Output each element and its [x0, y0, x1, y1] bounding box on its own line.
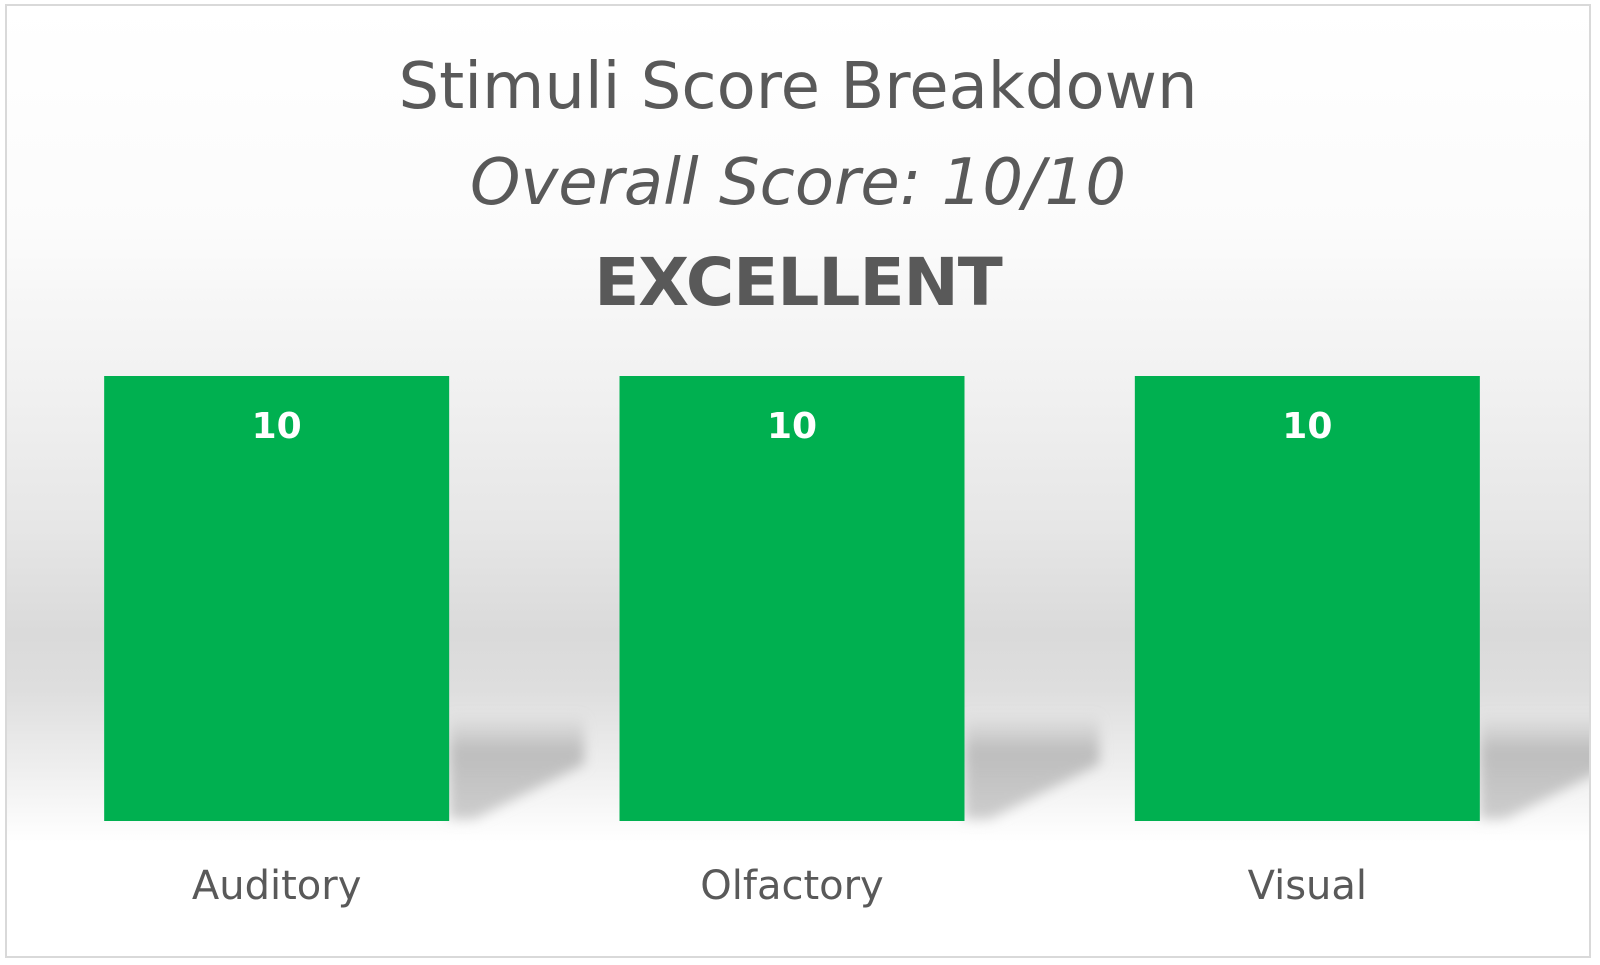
- bar-shadow-auditory: [449, 714, 585, 819]
- category-label-auditory: Auditory: [192, 863, 362, 909]
- bar-auditory: [104, 376, 450, 821]
- data-label-auditory: 10: [252, 406, 302, 447]
- bar-olfactory: [619, 376, 965, 821]
- bar-shadow-olfactory: [964, 714, 1100, 819]
- bar-shadow-visual: [1479, 714, 1589, 819]
- data-labels: 10 10 10: [252, 406, 1333, 447]
- category-label-olfactory: Olfactory: [700, 863, 883, 909]
- chart-title: Stimuli Score Breakdown: [398, 50, 1198, 124]
- bar-shadows: [449, 714, 1589, 819]
- category-label-visual: Visual: [1248, 863, 1367, 909]
- data-label-visual: 10: [1282, 406, 1332, 447]
- bar-plot: 10 10 10 Auditory Olfactory Visual: [104, 376, 1589, 909]
- category-axis: Auditory Olfactory Visual: [192, 863, 1367, 909]
- chart-frame: Stimuli Score Breakdown Overall Score: 1…: [5, 4, 1591, 958]
- data-label-olfactory: 10: [767, 406, 817, 447]
- chart-subtitle: Overall Score: 10/10: [469, 146, 1127, 220]
- bar-visual: [1134, 376, 1480, 821]
- bars: [104, 376, 1480, 821]
- chart-rating: EXCELLENT: [594, 244, 1003, 321]
